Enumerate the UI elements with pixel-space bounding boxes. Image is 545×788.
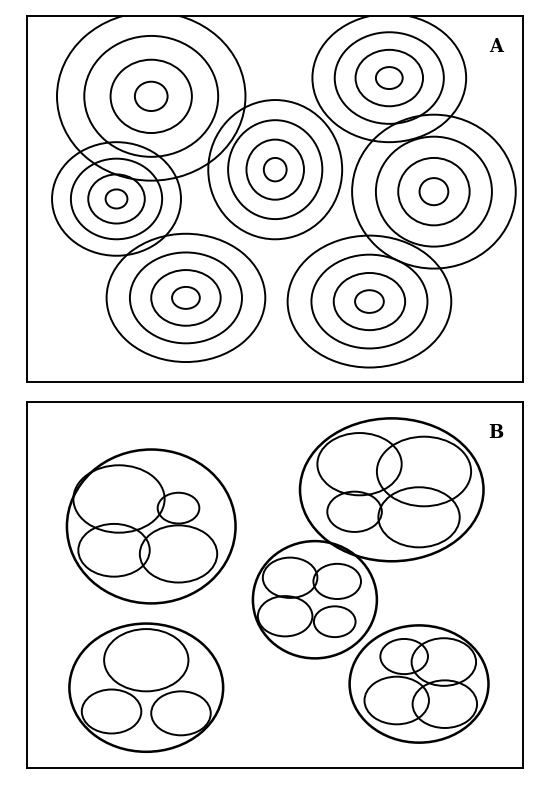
Text: A: A <box>489 38 504 56</box>
Text: B: B <box>488 424 504 442</box>
